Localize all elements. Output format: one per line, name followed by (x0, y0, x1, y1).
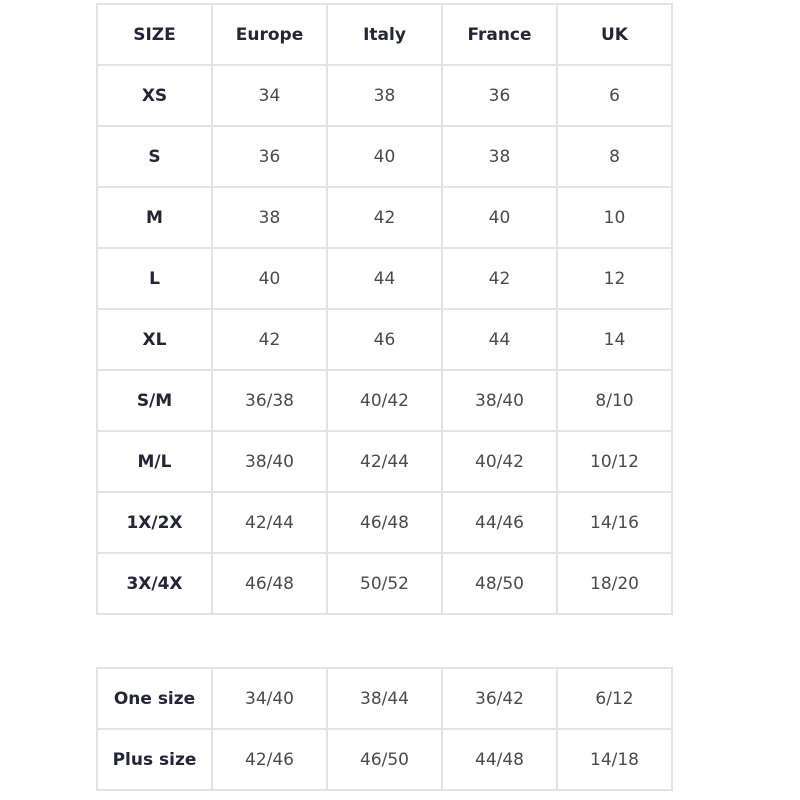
table-row: Plus size 42/46 46/50 44/48 14/18 (96, 728, 673, 791)
column-header: Italy (326, 3, 443, 66)
size-value-cell: 46/50 (326, 728, 443, 791)
table-row: One size 34/40 38/44 36/42 6/12 (96, 667, 673, 730)
column-header: France (441, 3, 558, 66)
size-value-cell: 42 (441, 247, 558, 310)
column-header: Europe (211, 3, 328, 66)
table-row: XL 42 46 44 14 (96, 308, 673, 371)
size-value-cell: 40 (441, 186, 558, 249)
size-value-cell: 46 (326, 308, 443, 371)
size-value-cell: 38 (326, 64, 443, 127)
size-value-cell: 6/12 (556, 667, 673, 730)
size-value-cell: 46/48 (211, 552, 328, 615)
size-value-cell: 50/52 (326, 552, 443, 615)
size-value-cell: 42 (326, 186, 443, 249)
size-value-cell: 8 (556, 125, 673, 188)
size-value-cell: 40/42 (441, 430, 558, 493)
table-row: M/L 38/40 42/44 40/42 10/12 (96, 430, 673, 493)
size-value-cell: 6 (556, 64, 673, 127)
table-row: S/M 36/38 40/42 38/40 8/10 (96, 369, 673, 432)
size-value-cell: 46/48 (326, 491, 443, 554)
size-value-cell: 38 (441, 125, 558, 188)
size-value-cell: 36 (211, 125, 328, 188)
table-row: S 36 40 38 8 (96, 125, 673, 188)
size-value-cell: 18/20 (556, 552, 673, 615)
header-row: SIZE Europe Italy France UK (96, 3, 673, 66)
size-value-cell: 44/48 (441, 728, 558, 791)
column-header: UK (556, 3, 673, 66)
table-row: 3X/4X 46/48 50/52 48/50 18/20 (96, 552, 673, 615)
column-header: SIZE (96, 3, 213, 66)
size-label-cell: M/L (96, 430, 213, 493)
size-value-cell: 38/44 (326, 667, 443, 730)
size-value-cell: 42/44 (211, 491, 328, 554)
size-value-cell: 42/46 (211, 728, 328, 791)
size-chart-table: SIZE Europe Italy France UK XS 34 38 36 6 S 36 40 38… (96, 3, 673, 615)
size-label-cell: S/M (96, 369, 213, 432)
size-label-cell: M (96, 186, 213, 249)
size-label-cell: XL (96, 308, 213, 371)
size-value-cell: 14 (556, 308, 673, 371)
size-value-cell: 40 (211, 247, 328, 310)
size-value-cell: 48/50 (441, 552, 558, 615)
size-label-cell: One size (96, 667, 213, 730)
size-value-cell: 38/40 (441, 369, 558, 432)
size-value-cell: 42 (211, 308, 328, 371)
size-value-cell: 40 (326, 125, 443, 188)
size-value-cell: 44 (326, 247, 443, 310)
size-value-cell: 14/18 (556, 728, 673, 791)
size-value-cell: 36/38 (211, 369, 328, 432)
size-value-cell: 34/40 (211, 667, 328, 730)
special-size-table: One size 34/40 38/44 36/42 6/12 Plus size 42/4… (96, 667, 673, 791)
size-value-cell: 36/42 (441, 667, 558, 730)
size-value-cell: 42/44 (326, 430, 443, 493)
size-value-cell: 34 (211, 64, 328, 127)
size-value-cell: 10 (556, 186, 673, 249)
size-value-cell: 40/42 (326, 369, 443, 432)
table-row: 1X/2X 42/44 46/48 44/46 14/16 (96, 491, 673, 554)
size-value-cell: 38 (211, 186, 328, 249)
size-value-cell: 44 (441, 308, 558, 371)
size-value-cell: 44/46 (441, 491, 558, 554)
table-row: M 38 42 40 10 (96, 186, 673, 249)
size-value-cell: 8/10 (556, 369, 673, 432)
size-label-cell: XS (96, 64, 213, 127)
size-value-cell: 36 (441, 64, 558, 127)
size-value-cell: 10/12 (556, 430, 673, 493)
size-label-cell: Plus size (96, 728, 213, 791)
size-label-cell: L (96, 247, 213, 310)
size-value-cell: 14/16 (556, 491, 673, 554)
table-row: L 40 44 42 12 (96, 247, 673, 310)
size-value-cell: 38/40 (211, 430, 328, 493)
size-label-cell: 3X/4X (96, 552, 213, 615)
size-value-cell: 12 (556, 247, 673, 310)
size-label-cell: S (96, 125, 213, 188)
size-label-cell: 1X/2X (96, 491, 213, 554)
table-row: XS 34 38 36 6 (96, 64, 673, 127)
